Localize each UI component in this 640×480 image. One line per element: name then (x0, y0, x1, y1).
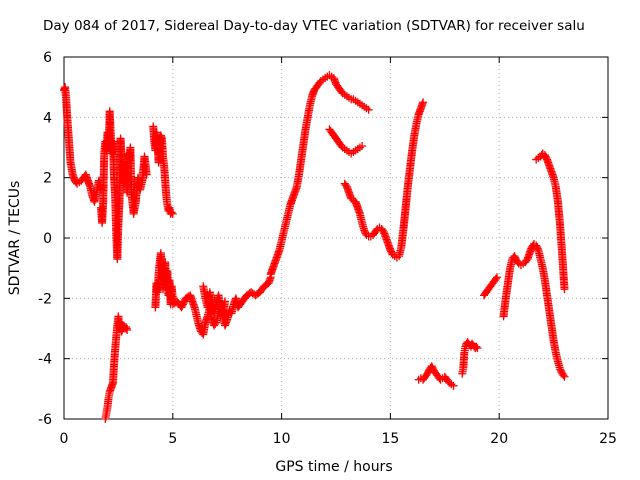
data-point (221, 297, 230, 306)
y-tick-label: -4 (38, 352, 52, 368)
y-tick-label: -2 (38, 291, 52, 307)
data-point-dense (533, 244, 542, 253)
chart-title: Day 084 of 2017, Sidereal Day-to-day VTE… (43, 18, 585, 34)
y-axis-title: SDTVAR / TECUs (7, 181, 23, 296)
x-axis-title: GPS time / hours (275, 459, 392, 475)
data-point (142, 170, 151, 179)
x-tick-label: 5 (168, 431, 177, 447)
axis-ticks: 0 5 10 15 20 25 -6 -4 -2 0 2 4 6 (38, 50, 617, 447)
data-point (472, 342, 481, 351)
data-series (60, 71, 569, 423)
data-point-dense (491, 274, 500, 283)
y-tick-label: 0 (43, 231, 52, 247)
data-point (560, 372, 569, 381)
data-point (449, 381, 458, 390)
data-point (419, 98, 428, 107)
data-point-dense (211, 319, 220, 328)
x-tick-label: 25 (599, 431, 617, 447)
data-point (358, 141, 367, 150)
data-point (473, 344, 482, 353)
x-tick-label: 20 (490, 431, 508, 447)
x-tick-label: 10 (273, 431, 291, 447)
data-point (493, 273, 502, 282)
data-point (168, 209, 177, 218)
y-tick-label: 2 (43, 171, 52, 187)
grid-lines (64, 57, 608, 419)
data-point-dense (559, 371, 568, 380)
y-tick-label: -6 (38, 412, 52, 428)
data-point (123, 326, 132, 335)
data-point (167, 208, 176, 217)
y-tick-label: 4 (43, 110, 52, 126)
data-point (364, 105, 373, 114)
y-tick-label: 6 (43, 50, 52, 66)
x-tick-label: 0 (60, 431, 69, 447)
x-tick-label: 15 (381, 431, 399, 447)
data-point (560, 285, 569, 294)
